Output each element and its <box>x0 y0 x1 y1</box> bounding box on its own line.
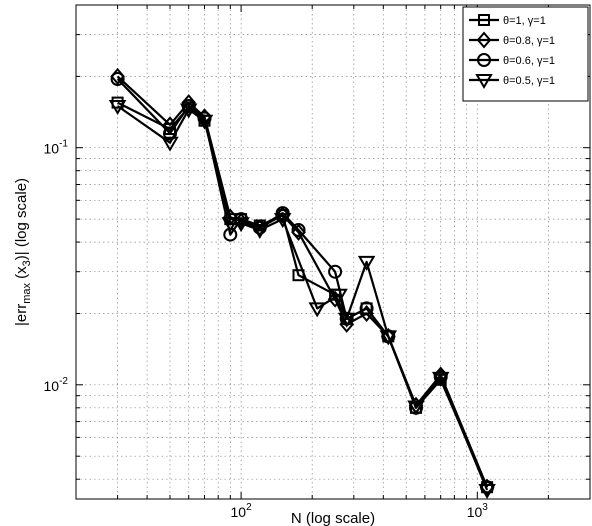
x-axis-label: N (log scale) <box>291 510 375 526</box>
y-axis-label: |errmax (x3)| (log scale) <box>13 178 33 326</box>
data-point <box>328 264 343 279</box>
data-point <box>433 369 448 384</box>
data-point <box>273 213 292 229</box>
data-point <box>478 484 496 499</box>
legend-marker <box>477 53 491 67</box>
legend: θ=1, γ=1 θ=0.8, γ=1 θ=0.6, γ=1 θ=0.5, γ=1 <box>462 6 589 102</box>
data-point <box>108 100 127 115</box>
x-tick-label-1000: 103 <box>467 502 489 520</box>
y-tick-labels: 10-2 10-1 <box>44 139 69 394</box>
data-point <box>337 312 356 328</box>
x-tick-labels: 102 103 <box>231 502 489 520</box>
legend-marker <box>476 31 492 49</box>
axis-ticks <box>75 4 591 499</box>
data-point <box>359 301 374 316</box>
data-point <box>379 330 398 346</box>
data-point <box>221 217 240 233</box>
legend-entry: θ=0.5, γ=1 <box>469 74 555 89</box>
data-point <box>195 114 214 130</box>
data-point <box>179 103 198 119</box>
data-series <box>108 67 496 499</box>
data-point <box>110 72 125 86</box>
data-point <box>330 288 348 304</box>
legend-marker <box>475 74 493 89</box>
data-point <box>308 302 326 318</box>
legend-label: θ=0.6, γ=1 <box>503 55 555 67</box>
legend-label: θ=0.5, γ=1 <box>503 75 555 87</box>
data-point <box>161 136 179 152</box>
data-point <box>357 255 376 271</box>
x-tick-label-100: 102 <box>231 502 253 520</box>
legend-marker <box>478 14 490 26</box>
data-point <box>407 400 425 416</box>
legend-label: θ=1, γ=1 <box>503 15 546 27</box>
legend-entry: θ=0.6, γ=1 <box>469 53 555 67</box>
data-point <box>251 224 269 239</box>
data-point <box>232 217 250 233</box>
y-tick-label-0.1: 10-1 <box>44 139 69 157</box>
data-point <box>431 371 450 387</box>
legend-entry: θ=0.8, γ=1 <box>469 31 555 49</box>
data-point <box>291 223 306 241</box>
series-triangle-down <box>108 100 496 499</box>
legend-entry: θ=1, γ=1 <box>469 14 546 27</box>
legend-label: θ=0.8, γ=1 <box>503 35 555 47</box>
plot-frame <box>75 4 591 500</box>
y-tick-label-0.01: 10-2 <box>44 376 69 394</box>
data-point <box>291 223 306 237</box>
